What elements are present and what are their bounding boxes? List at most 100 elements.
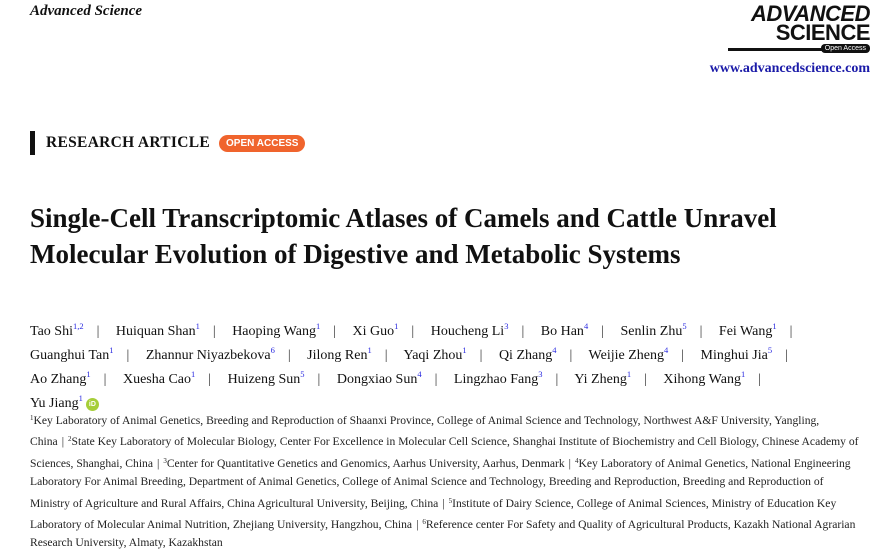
author[interactable]: Fei Wang1 xyxy=(718,321,777,339)
affiliation-ref[interactable]: 1 xyxy=(315,321,321,331)
author[interactable]: Zhannur Niyazbekova6 xyxy=(145,345,275,363)
separator: | xyxy=(681,348,685,363)
separator: | xyxy=(785,348,788,363)
affiliation-ref[interactable]: 3 xyxy=(538,369,543,379)
author[interactable]: Weijie Zheng4 xyxy=(588,345,669,363)
affiliation-ref[interactable]: 1 xyxy=(78,393,83,403)
affiliation-ref[interactable]: 1,2 xyxy=(72,321,84,331)
separator: | xyxy=(416,518,419,532)
affiliation-ref[interactable]: 1 xyxy=(462,345,467,355)
author-name: Fei Wang xyxy=(718,324,773,339)
article-type: RESEARCH ARTICLE OPEN ACCESS xyxy=(30,131,306,155)
affiliation-ref[interactable]: 6 xyxy=(270,345,275,355)
author[interactable]: Yi Zheng1 xyxy=(574,369,632,387)
separator: | xyxy=(644,372,647,387)
affiliation: 4Key Laboratory of Animal Genetics, Nati… xyxy=(30,456,851,510)
article-type-label: RESEARCH ARTICLE xyxy=(46,134,211,151)
author-name: Bo Han xyxy=(540,324,584,339)
affiliation-ref[interactable]: 5 xyxy=(767,345,773,355)
separator: | xyxy=(157,456,160,470)
author-name: Weijie Zheng xyxy=(588,348,664,363)
affiliation-ref[interactable]: 1 xyxy=(86,369,91,379)
author-list: Tao Shi1,2 | Huiquan Shan1 | Haoping Wang1… xyxy=(30,317,880,413)
author[interactable]: Yu Jiang1iD xyxy=(30,393,99,411)
separator: | xyxy=(789,324,793,339)
author[interactable]: Xi Guo1 xyxy=(352,321,399,339)
affiliation-ref[interactable]: 5 xyxy=(682,321,687,331)
author-name: Yu Jiang xyxy=(30,396,79,411)
author-name: Guanghui Tan xyxy=(30,348,110,363)
separator: | xyxy=(699,324,703,339)
author[interactable]: Ao Zhang1 xyxy=(30,369,91,387)
author[interactable]: Xuesha Cao1 xyxy=(122,369,196,387)
affiliation-ref[interactable]: 4 xyxy=(417,369,422,379)
separator: | xyxy=(479,348,483,363)
separator: | xyxy=(212,324,216,339)
affiliation-ref[interactable]: 4 xyxy=(552,345,557,355)
separator: | xyxy=(442,496,445,510)
author[interactable]: Senlin Zhu5 xyxy=(620,321,687,339)
author[interactable]: Bo Han4 xyxy=(540,321,589,339)
separator: | xyxy=(601,324,604,339)
separator: | xyxy=(555,372,559,387)
affiliation-ref[interactable]: 1 xyxy=(195,321,200,331)
separator: | xyxy=(569,348,573,363)
author-name: Tao Shi xyxy=(30,324,73,339)
author[interactable]: Huiquan Shan1 xyxy=(115,321,200,339)
author[interactable]: Minghui Jia5 xyxy=(700,345,773,363)
author[interactable]: Haoping Wang1 xyxy=(232,321,321,339)
author-name: Zhannur Niyazbekova xyxy=(145,348,271,363)
author-name: Huizeng Sun xyxy=(227,372,301,387)
author[interactable]: Dongxiao Sun4 xyxy=(337,369,422,387)
affiliation-ref[interactable]: 1 xyxy=(367,345,372,355)
author-name: Ao Zhang xyxy=(30,372,87,387)
affiliation-ref[interactable]: 1 xyxy=(109,345,114,355)
author-name: Minghui Jia xyxy=(700,348,768,363)
journal-logo: ADVANCED SCIENCE Open Access xyxy=(728,3,871,54)
separator: | xyxy=(96,324,100,339)
separator: | xyxy=(434,372,438,387)
author[interactable]: Huizeng Sun5 xyxy=(227,369,305,387)
logo-line2: SCIENCE xyxy=(775,20,871,45)
author[interactable]: Qi Zhang4 xyxy=(498,345,557,363)
affiliation-ref[interactable]: 1 xyxy=(626,369,632,379)
author-name: Xuesha Cao xyxy=(122,372,191,387)
affiliation: 2State Key Laboratory of Molecular Biolo… xyxy=(30,435,859,470)
author[interactable]: Jilong Ren1 xyxy=(307,345,372,363)
author-name: Xi Guo xyxy=(352,324,395,339)
author[interactable]: Xihong Wang1 xyxy=(663,369,746,387)
separator: | xyxy=(103,372,107,387)
affiliation-ref[interactable]: 1 xyxy=(191,369,196,379)
open-access-badge: OPEN ACCESS xyxy=(219,134,306,152)
author[interactable]: Guanghui Tan1 xyxy=(30,345,114,363)
author[interactable]: Tao Shi1,2 xyxy=(30,321,84,339)
affiliation-ref[interactable]: 1 xyxy=(394,321,399,331)
author[interactable]: Lingzhao Fang3 xyxy=(454,369,543,387)
separator: | xyxy=(411,324,415,339)
affiliation-ref[interactable]: 1 xyxy=(772,321,777,331)
separator: | xyxy=(521,324,525,339)
author-name: Huiquan Shan xyxy=(115,324,196,339)
author[interactable]: Houcheng Li3 xyxy=(431,321,509,339)
affiliation-ref[interactable]: 5 xyxy=(300,369,305,379)
author-name: Senlin Zhu xyxy=(620,324,683,339)
separator: | xyxy=(568,456,571,470)
affiliation-ref[interactable]: 4 xyxy=(583,321,589,331)
logo-open-access: Open Access xyxy=(820,44,870,53)
author[interactable]: Yaqi Zhou1 xyxy=(403,345,467,363)
orcid-icon[interactable]: iD xyxy=(85,398,99,411)
affiliation-ref[interactable]: 4 xyxy=(663,345,669,355)
author-name: Xihong Wang xyxy=(663,372,741,387)
separator: | xyxy=(126,348,130,363)
author-name: Yaqi Zhou xyxy=(403,348,463,363)
affiliation-ref[interactable]: 1 xyxy=(740,369,746,379)
journal-name: Advanced Science xyxy=(30,3,143,19)
author-name: Haoping Wang xyxy=(232,324,316,339)
affiliation-ref[interactable]: 3 xyxy=(504,321,509,331)
author-name: Qi Zhang xyxy=(498,348,553,363)
separator: | xyxy=(384,348,388,363)
article-title: Single-Cell Transcriptomic Atlases of Ca… xyxy=(30,203,777,269)
separator: | xyxy=(317,372,321,387)
journal-url-link[interactable]: www.advancedscience.com xyxy=(709,61,870,76)
affiliations: 1Key Laboratory of Animal Genetics, Bree… xyxy=(30,409,866,553)
